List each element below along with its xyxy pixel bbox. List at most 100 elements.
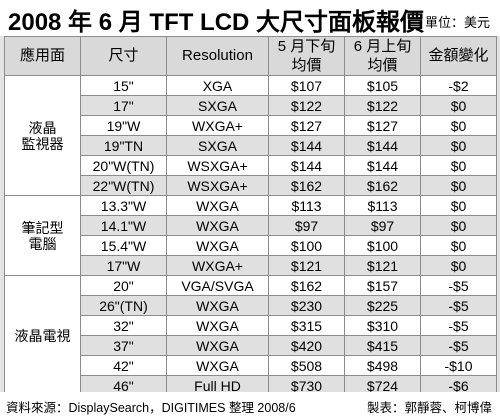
cell-resolution: Full HD [166,375,269,396]
cell-size: 20"W(TN) [80,155,167,176]
footer: 資料來源：DisplaySearch，DIGITIMES 整理 2008/6 製… [0,392,500,416]
cell-size: 20" [80,275,167,296]
page-title: 2008 年 6 月 TFT LCD 大尺寸面板報價 [8,9,425,36]
cell-change: -$5 [420,275,497,296]
cell-early-jun: $498 [344,355,421,376]
category-cell: 液晶 監視器 [4,75,81,196]
cell-change: -$2 [420,75,497,96]
cell-resolution: VGA/SVGA [166,275,269,296]
cell-early-jun: $144 [344,135,421,156]
cell-early-jun: $100 [344,235,421,256]
cell-resolution: WXGA [166,195,269,216]
cell-early-jun: $105 [344,75,421,96]
cell-change: $0 [420,195,497,216]
title-bar: 2008 年 6 月 TFT LCD 大尺寸面板報價 單位：美元 [0,0,500,36]
credit-note: 製表：郭靜蓉、柯博偉 [366,401,492,415]
table-row: 20"W(TN) WSXGA+ $144 $144 $0 [5,155,497,176]
cell-late-may: $121 [268,255,345,276]
price-table: 應用面 尺寸 Resolution 5 月下旬 均價 6 月上旬 均價 金額變化… [4,36,497,396]
cell-resolution: WXGA [166,235,269,256]
cell-early-jun: $724 [344,375,421,396]
cell-late-may: $230 [268,295,345,316]
cell-early-jun: $162 [344,175,421,196]
category-label-line1: 筆記型 [21,219,64,236]
cell-late-may: $100 [268,235,345,256]
cell-resolution: WXGA+ [166,255,269,276]
cell-size: 17" [80,95,167,116]
cell-late-may: $162 [268,275,345,296]
cell-resolution: WSXGA+ [166,175,269,196]
table-row: 17" SXGA $122 $122 $0 [5,95,497,116]
cell-late-may: $144 [268,135,345,156]
header-change: 金額變化 [420,36,497,76]
cell-size: 19"W [80,115,167,136]
cell-early-jun: $144 [344,155,421,176]
cell-size: 15" [80,75,167,96]
cell-resolution: SXGA [166,95,269,116]
cell-resolution: WXGA [166,215,269,236]
category-label-line1: 液晶 [28,119,57,136]
table-row: 42" WXGA $508 $498 -$10 [5,355,497,376]
table-row: 筆記型 電腦 13.3"W WXGA $113 $113 $0 [4,195,497,276]
cell-late-may: $508 [268,355,345,376]
cell-change: -$5 [420,315,497,336]
cell-size: 13.3"W [80,195,167,216]
cell-resolution: WXGA [166,355,269,376]
header-category: 應用面 [4,36,81,76]
category-label-line2: 電腦 [28,235,57,252]
table-row: 14.1"W WXGA $97 $97 $0 [5,215,497,236]
cell-late-may: $144 [268,155,345,176]
cell-size: 37" [80,335,167,356]
category-cell: 筆記型 電腦 [4,195,81,276]
unit-note: 單位：美元 [424,15,490,30]
cell-early-jun: $97 [344,215,421,236]
cell-resolution: WXGA [166,315,269,336]
cell-change: -$5 [420,295,497,316]
cell-early-jun: $225 [344,295,421,316]
cell-early-jun: $157 [344,275,421,296]
table-row: 22"W(TN) WSXGA+ $162 $162 $0 [5,175,497,196]
table-row: 17"W WXGA+ $121 $121 $0 [5,255,497,276]
table-row: 液晶 監視器 15" XGA $107 $105 -$2 [4,75,497,196]
cell-change: -$5 [420,335,497,356]
cell-change: $0 [420,255,497,276]
cell-early-jun: $310 [344,315,421,336]
cell-change: $0 [420,215,497,236]
cell-late-may: $162 [268,175,345,196]
cell-size: 22"W(TN) [80,175,167,196]
cell-early-jun: $127 [344,115,421,136]
cell-size: 19"TN [80,135,167,156]
cell-resolution: WXGA [166,295,269,316]
cell-change: $0 [420,95,497,116]
cell-size: 14.1"W [80,215,167,236]
cell-resolution: WXGA [166,335,269,356]
cell-change: $0 [420,135,497,156]
table-row: 26"(TN) WXGA $230 $225 -$5 [5,295,497,316]
header-late-may-line2: 均價 [291,57,322,74]
cell-late-may: $127 [268,115,345,136]
table-body: 液晶 監視器 15" XGA $107 $105 -$2 17" SXGA $122 $122 $0 1… [4,75,497,396]
cell-resolution: SXGA [166,135,269,156]
cell-size: 17"W [80,255,167,276]
category-label-line1: 液晶電視 [14,327,71,344]
category-label-line2: 監視器 [21,135,64,152]
table-row: 19"TN SXGA $144 $144 $0 [5,135,497,156]
cell-change: $0 [420,155,497,176]
cell-early-jun: $113 [344,195,421,216]
header-early-jun-line2: 均價 [367,57,398,74]
cell-late-may: $113 [268,195,345,216]
header-row: 應用面 尺寸 Resolution 5 月下旬 均價 6 月上旬 均價 金額變化 [4,36,497,76]
cell-change: $0 [420,115,497,136]
cell-change: -$10 [420,355,497,376]
table-row: 液晶電視 20" VGA/SVGA $162 $157 -$5 [4,275,497,396]
cell-late-may: $97 [268,215,345,236]
cell-change: $0 [420,175,497,196]
table-row: 15.4"W WXGA $100 $100 $0 [5,235,497,256]
cell-early-jun: $122 [344,95,421,116]
cell-resolution: WSXGA+ [166,155,269,176]
header-early-jun-line1: 6 月上旬 [353,38,412,55]
table-row: 37" WXGA $420 $415 -$5 [5,335,497,356]
category-cell: 液晶電視 [4,275,81,396]
cell-size: 42" [80,355,167,376]
